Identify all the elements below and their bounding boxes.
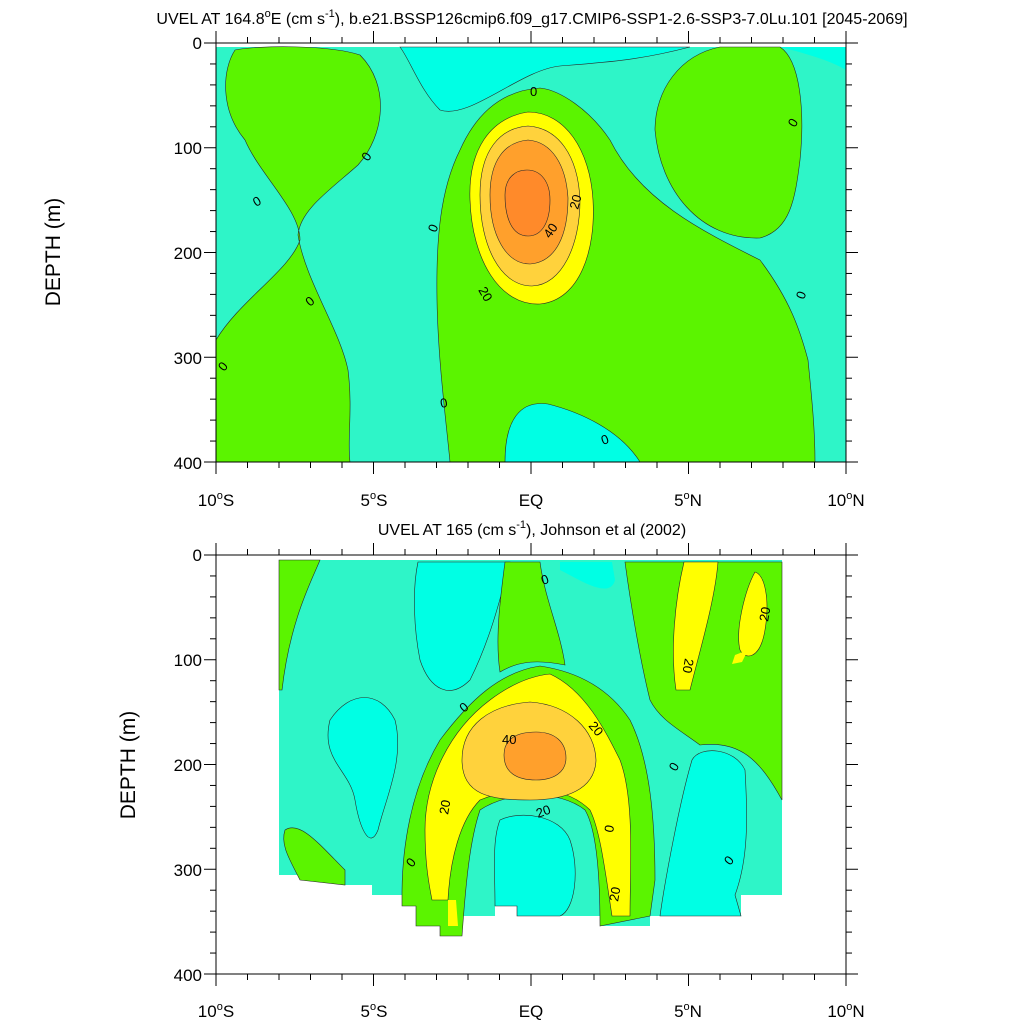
p2-xtick-label: 10oN: [827, 1001, 864, 1021]
panel-1-y-axis: [204, 42, 858, 463]
p1-clabel: 0: [793, 289, 810, 301]
p2-clabel: 20: [606, 886, 623, 903]
p2-clabel: 20: [436, 799, 453, 816]
p2-region-cyan-2: [327, 697, 399, 839]
panel-1-y-axis-label: DEPTH (m): [42, 198, 65, 307]
panel-1: UVEL AT 164.8oE (cm s-1), b.e21.BSSP126c…: [42, 8, 908, 510]
p1-clabel: 0: [439, 395, 449, 411]
panel-2-title: UVEL AT 165 (cm s-1), Johnson et al (200…: [378, 519, 686, 539]
p2-region-cyan-4: [494, 814, 576, 917]
panel-2: UVEL AT 165 (cm s-1), Johnson et al (200…: [117, 519, 865, 1021]
panel-1-title: UVEL AT 164.8oE (cm s-1), b.e21.BSSP126c…: [156, 8, 907, 28]
p2-clabel: 0: [601, 824, 617, 834]
p2-xtick-label: EQ: [519, 1002, 544, 1021]
p1-clabel: 0: [599, 431, 611, 448]
p1-clabel: 0: [530, 84, 537, 99]
p1-region-cyan-surface-2: [780, 47, 846, 70]
p2-region-yellow-pillar: [448, 900, 458, 926]
panel-1-x-axis: [215, 31, 847, 474]
p1-ytick-label: 300: [174, 349, 202, 368]
p2-region-cyan-5: [560, 562, 615, 589]
p1-xtick-label: 5oN: [674, 490, 702, 510]
p2-xtick-label: 5oN: [674, 1001, 702, 1021]
p2-region-yellow-right: [673, 561, 719, 691]
p1-region-cyan-bottom: [504, 403, 641, 463]
p2-region-yellow-right-2: [738, 571, 768, 657]
p2-clabel: 20: [534, 802, 553, 821]
p1-clabel: 40: [540, 220, 561, 240]
panel-2-y-axis-label: DEPTH (m): [117, 711, 140, 820]
p1-ytick-label: 400: [174, 454, 202, 473]
p1-clabel: 20: [475, 284, 495, 304]
p2-ytick-label: 200: [174, 756, 202, 775]
panel-1-plot: 0 0 0 0 0 0 0 0 0 0 20 40 20: [215, 46, 846, 463]
p1-xtick-label: EQ: [519, 491, 544, 510]
panel-2-y-tick-labels: 0 100 200 300 400: [174, 546, 202, 985]
p1-region-core: [504, 169, 551, 237]
p1-xtick-label: 10oN: [827, 490, 864, 510]
p2-region-green-left: [278, 559, 321, 691]
p2-clabel: 20: [756, 606, 773, 623]
panel-2-x-axis: [215, 543, 847, 986]
p2-region-orange: [503, 731, 567, 781]
p2-region-cyan-1: [414, 561, 511, 691]
p1-region-green-left: [215, 46, 381, 463]
p2-xtick-label: 10oS: [198, 1001, 234, 1021]
panel-1-y-tick-labels: 0 100 200 300 400: [174, 34, 202, 473]
p2-ytick-label: 100: [174, 651, 202, 670]
p1-region-green-right: [654, 46, 803, 239]
p2-region-yellow-right-3: [732, 650, 748, 664]
p2-region-green-left-2: [283, 827, 346, 886]
p2-region-cyan-3: [659, 750, 747, 917]
panel-2-plot: 0 20 20 40 20 0 20 20 20 0 0 0 0: [278, 559, 783, 937]
p2-ytick-label: 300: [174, 861, 202, 880]
p2-ytick-label: 400: [174, 966, 202, 985]
panel-1-x-tick-labels: 10oS 5oS EQ 5oN 10oN: [198, 490, 865, 510]
p1-xtick-label: 5oS: [361, 490, 388, 510]
p1-ytick-label: 100: [174, 139, 202, 158]
p1-xtick-label: 10oS: [198, 490, 234, 510]
p1-ytick-label: 200: [174, 244, 202, 263]
p1-ytick-label: 0: [193, 34, 202, 53]
p1-clabel: 0: [425, 222, 442, 234]
p1-clabel: 20: [566, 193, 584, 211]
p2-clabel: 0: [539, 571, 551, 588]
p2-clabel: 20: [680, 657, 697, 674]
panel-2-x-tick-labels: 10oS 5oS EQ 5oN 10oN: [198, 1001, 865, 1021]
p2-region-green-strip: [497, 561, 566, 673]
p2-xtick-label: 5oS: [361, 1001, 388, 1021]
panel-2-y-axis: [204, 554, 858, 975]
p2-clabel: 40: [502, 732, 516, 747]
p1-region-cyan-surface: [399, 46, 691, 112]
p2-ytick-label: 0: [193, 546, 202, 565]
